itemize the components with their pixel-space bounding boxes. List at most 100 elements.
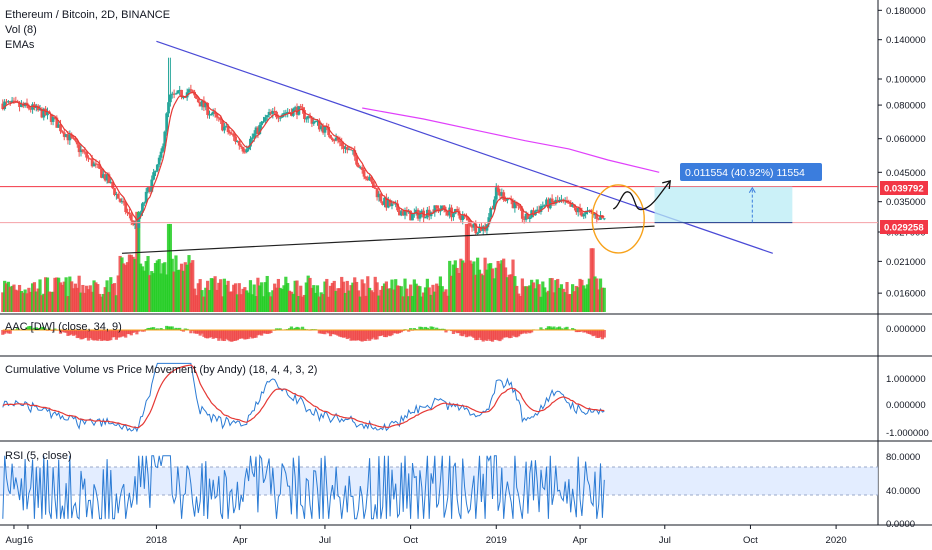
candle-body xyxy=(435,205,439,209)
aac-bar xyxy=(60,330,64,332)
aac-bar xyxy=(111,330,115,338)
aac-bar xyxy=(233,330,238,341)
aac-bar xyxy=(420,326,424,331)
volume-bar xyxy=(569,293,573,312)
candle-body xyxy=(383,197,386,205)
candle-body xyxy=(357,164,360,168)
candle-body xyxy=(515,202,519,205)
aac-bar xyxy=(256,330,260,336)
volume-bar xyxy=(328,285,333,312)
volume-bar xyxy=(179,263,184,312)
candle-body xyxy=(6,101,10,103)
volume-bar xyxy=(209,278,213,312)
volume-bar xyxy=(302,294,307,312)
candle-body xyxy=(224,125,228,127)
volume-bar xyxy=(131,256,135,312)
volume-bar xyxy=(224,284,228,312)
aac-bar xyxy=(489,330,493,341)
volume-bar xyxy=(114,295,118,312)
aac-bar xyxy=(409,328,413,331)
volume-bar xyxy=(584,288,588,312)
aac-bar xyxy=(245,330,249,340)
aac-bar xyxy=(585,330,590,334)
candle-body xyxy=(195,95,198,99)
volume-bar xyxy=(546,290,551,312)
aac-bar xyxy=(574,330,578,333)
volume-bar xyxy=(319,292,323,312)
measure-label: 0.011554 (40.92%) 11554 xyxy=(685,167,805,179)
volume-bar xyxy=(8,286,12,312)
aac-bar xyxy=(474,330,478,341)
drawings[interactable] xyxy=(0,40,878,254)
volume-bar xyxy=(261,296,266,312)
volume-bar xyxy=(220,296,225,312)
aac-bar xyxy=(461,330,465,337)
volume-bar xyxy=(49,291,53,312)
candle-body xyxy=(120,201,124,203)
upper-level-tag: 0.039792 xyxy=(884,184,924,195)
volume-bar xyxy=(369,290,374,312)
aac-bar xyxy=(371,330,375,338)
candle-body xyxy=(452,213,455,218)
aac-bar xyxy=(135,330,139,335)
aac-bar xyxy=(377,330,381,337)
candle-body xyxy=(520,208,524,219)
aac-bar xyxy=(211,330,215,339)
aac-bar xyxy=(189,330,193,334)
candle-body xyxy=(319,126,323,130)
volume-bars xyxy=(1,211,606,312)
candle-body xyxy=(260,121,264,125)
candle-body xyxy=(196,98,200,103)
aac-bar xyxy=(580,330,584,332)
candle-body xyxy=(323,125,327,133)
candle-body xyxy=(599,215,602,220)
volume-bar xyxy=(440,286,444,312)
volume-bar xyxy=(341,281,346,312)
candle-body xyxy=(403,210,407,216)
candle-body xyxy=(547,199,550,209)
candle-body xyxy=(459,215,463,221)
candle-body xyxy=(213,111,217,115)
aac-bar xyxy=(120,330,124,337)
aac-bar xyxy=(295,326,299,331)
aac-bar xyxy=(70,330,74,335)
aac-bar xyxy=(530,330,534,333)
volume-bar xyxy=(403,278,407,312)
lower-level-tag: 0.029258 xyxy=(884,223,924,234)
candle-body xyxy=(1,103,5,110)
candle-body xyxy=(198,102,202,107)
aac-bar xyxy=(220,330,225,341)
volume-bar xyxy=(518,296,523,312)
candle-body xyxy=(384,197,388,208)
candle-body xyxy=(55,117,59,128)
volume-bar xyxy=(598,278,603,312)
aac-bar xyxy=(217,330,221,341)
volume-bar xyxy=(317,296,321,312)
volume-bar xyxy=(219,279,223,312)
aac-bar xyxy=(94,330,98,341)
candle-body xyxy=(522,218,526,220)
volume-bar xyxy=(291,293,295,312)
aac-bar xyxy=(431,326,435,331)
volume-bar xyxy=(565,281,569,312)
candle-body xyxy=(57,124,61,128)
aac-bar xyxy=(258,330,262,335)
volume-bar xyxy=(1,292,5,312)
candle-body xyxy=(437,208,440,212)
aac-bar xyxy=(287,328,292,331)
volume-bar xyxy=(444,289,448,312)
candle-body xyxy=(368,176,372,181)
volume-bar xyxy=(232,284,236,312)
volume-bar xyxy=(267,292,271,312)
candle-body xyxy=(81,149,85,152)
candle-body xyxy=(124,202,128,212)
aac-bar xyxy=(232,330,236,341)
volume-bar xyxy=(459,258,463,312)
candle-body xyxy=(200,100,204,107)
volume-bar xyxy=(246,292,251,312)
volume-bar xyxy=(211,278,215,312)
candle-body xyxy=(532,210,535,216)
candle-body xyxy=(245,149,249,152)
candle-body xyxy=(62,132,66,137)
